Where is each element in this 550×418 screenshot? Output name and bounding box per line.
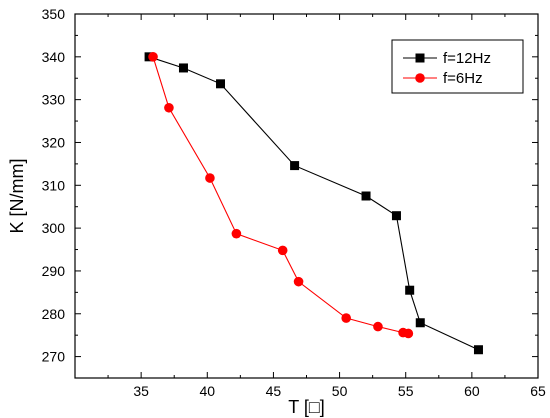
x-tick-label: 60 <box>464 383 480 399</box>
data-point-circle <box>148 52 158 62</box>
series-line-1 <box>152 56 409 335</box>
data-point-circle <box>293 276 304 287</box>
data-point-circle <box>164 102 174 113</box>
legend-box <box>391 39 524 94</box>
series-layer <box>144 52 483 355</box>
data-point-circle <box>403 328 414 339</box>
data-point-square <box>290 161 300 171</box>
y-tick-label: 330 <box>42 92 66 108</box>
y-tick-label: 340 <box>42 49 66 65</box>
x-tick-label: 55 <box>398 383 414 399</box>
labels-layer: T [□] K [N/mm] <box>7 159 325 418</box>
y-tick-label: 290 <box>42 263 66 279</box>
y-tick-label: 320 <box>42 134 66 150</box>
data-point-square <box>361 191 371 201</box>
x-tick-label: 50 <box>332 383 348 399</box>
x-tick-label: 35 <box>133 383 149 399</box>
x-tick-label: 45 <box>266 383 282 399</box>
legend-label: f=6Hz <box>443 70 483 87</box>
x-axis-label: T [□] <box>288 397 325 417</box>
axes-layer: 35 40 45 50 55 60 65 270 280 290 300 310 320 330 340 35… <box>42 6 546 399</box>
y-tick-label: 310 <box>42 177 66 193</box>
data-point-circle <box>341 313 351 323</box>
y-axis-label: K [N/mm] <box>7 159 27 234</box>
data-point-square <box>391 211 401 221</box>
data-point-square <box>216 79 226 89</box>
legend-label: f=12Hz <box>443 50 491 67</box>
data-point-circle <box>205 173 215 183</box>
legend: f=12Hz f=6Hz <box>391 39 524 94</box>
data-point-square <box>473 345 483 355</box>
x-tick-label: 40 <box>199 383 215 399</box>
x-tick-label: 65 <box>530 383 546 399</box>
y-tick-label: 300 <box>42 220 66 236</box>
legend-marker-square <box>415 53 425 63</box>
data-point-square <box>415 318 425 328</box>
y-tick-label: 350 <box>42 6 66 22</box>
y-tick-label: 280 <box>42 306 66 322</box>
data-point-circle <box>373 321 383 332</box>
data-point-square <box>178 63 188 73</box>
data-point-square <box>405 285 415 295</box>
legend-marker-circle <box>415 73 425 83</box>
y-tick-label: 270 <box>42 349 66 365</box>
data-point-circle <box>277 245 288 256</box>
data-point-circle <box>231 228 242 239</box>
